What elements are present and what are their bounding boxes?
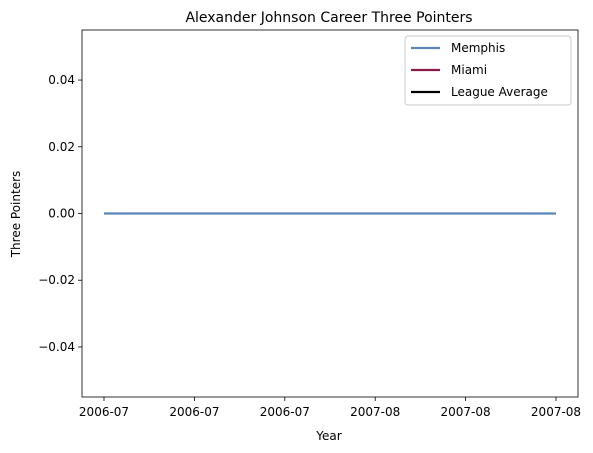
y-axis-label: Three Pointers — [9, 171, 23, 259]
x-axis-ticks: 2006-07 2006-07 2006-07 2007-08 2007-08 2007-… — [79, 397, 581, 419]
legend: Memphis Miami League Average — [404, 35, 572, 106]
x-tick-label: 2006-07 — [169, 405, 219, 419]
x-tick-label: 2007-08 — [350, 405, 400, 419]
legend-box — [404, 35, 572, 106]
x-tick-label: 2006-07 — [260, 405, 310, 419]
y-tick-label: 0.02 — [48, 140, 75, 154]
x-tick-label: 2007-08 — [441, 405, 491, 419]
x-tick-label: 2006-07 — [79, 405, 129, 419]
legend-label: Memphis — [451, 41, 505, 55]
y-axis-ticks: 0.04 0.02 0.00 −0.02 −0.04 — [38, 73, 82, 354]
x-axis-label: Year — [315, 429, 341, 443]
y-tick-label: 0.00 — [48, 207, 75, 221]
x-tick-label: 2007-08 — [531, 405, 581, 419]
legend-label: Miami — [451, 63, 487, 77]
y-tick-label: 0.04 — [48, 73, 75, 87]
legend-label: League Average — [451, 85, 548, 99]
y-tick-label: −0.04 — [38, 340, 75, 354]
chart-title: Alexander Johnson Career Three Pointers — [185, 10, 472, 26]
y-tick-label: −0.02 — [38, 273, 75, 287]
